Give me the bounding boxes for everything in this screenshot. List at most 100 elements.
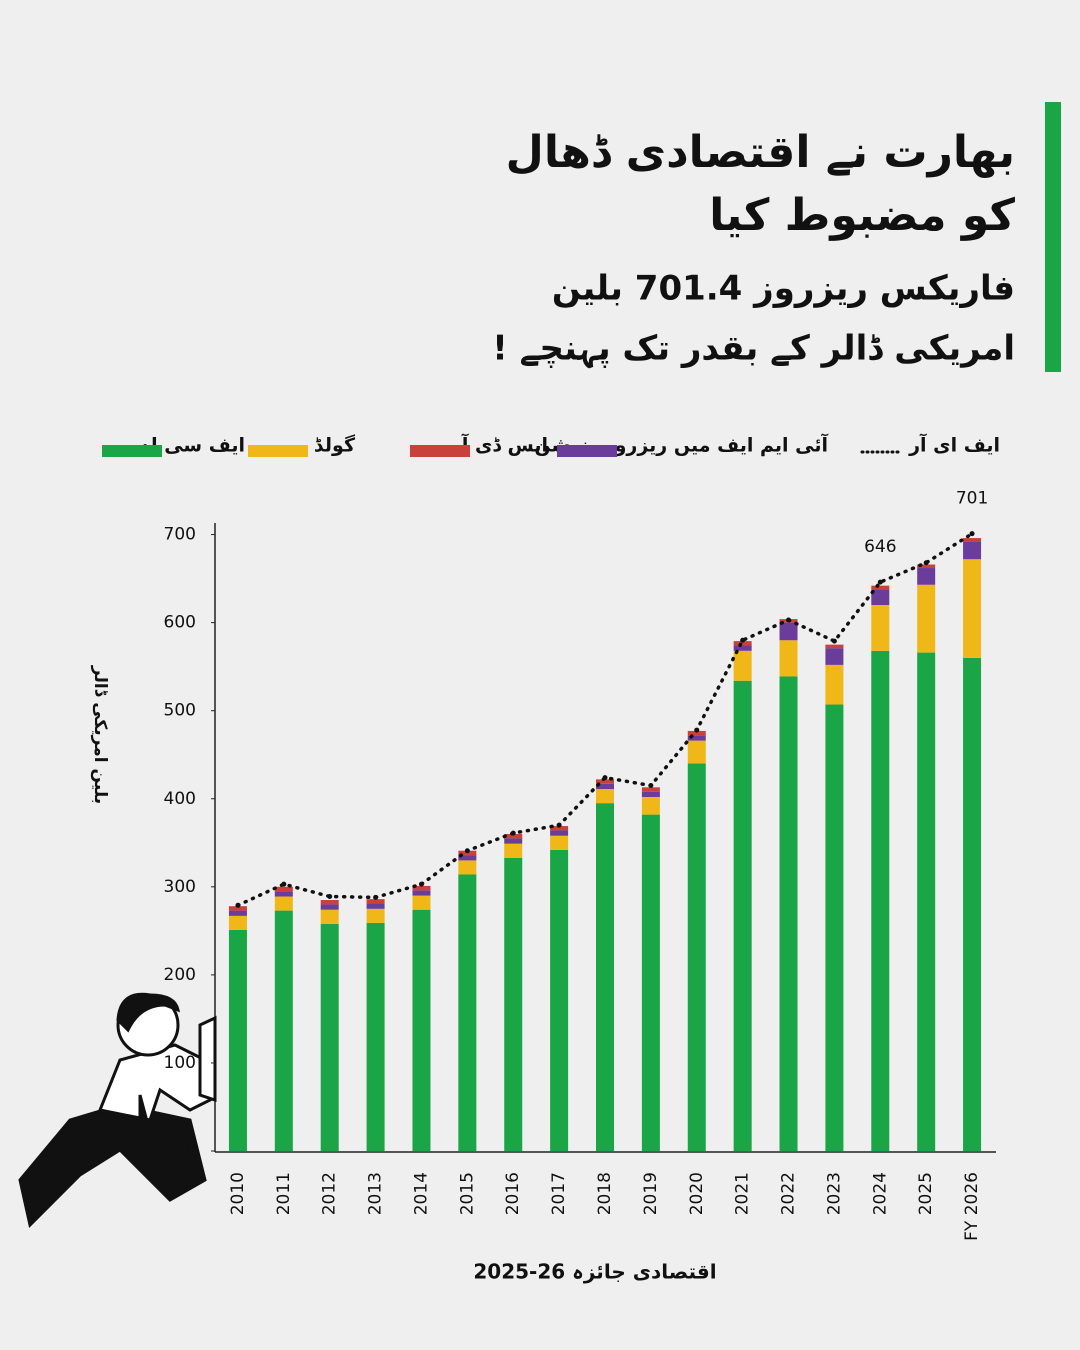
bar-segment bbox=[412, 909, 431, 1151]
y-tick-label: 300 bbox=[164, 877, 196, 897]
y-tick-label: 200 bbox=[164, 965, 196, 985]
total-point bbox=[556, 822, 562, 828]
x-tick-label: 2012 bbox=[320, 1172, 340, 1215]
bar-segment bbox=[825, 704, 844, 1151]
bar-segment bbox=[641, 787, 660, 792]
y-tick-label: 400 bbox=[164, 789, 196, 809]
accent-bar bbox=[1045, 102, 1061, 372]
source: اقتصادی جائزہ 26-2025 bbox=[473, 1260, 716, 1284]
bar-segment bbox=[825, 664, 844, 705]
bar-segment bbox=[917, 584, 936, 653]
x-tick-label: 2019 bbox=[641, 1172, 661, 1215]
total-point bbox=[648, 783, 654, 789]
bar-segment bbox=[596, 789, 614, 804]
bar-segment bbox=[504, 838, 523, 844]
bar-segment bbox=[963, 657, 982, 1151]
bar-segment bbox=[917, 568, 936, 585]
x-tick-label: 2011 bbox=[274, 1172, 294, 1215]
title-line: کو مضبوط کیا bbox=[709, 190, 1015, 241]
bar-segment bbox=[641, 796, 660, 815]
bar-segment bbox=[733, 680, 752, 1151]
total-point bbox=[373, 894, 379, 900]
bar-segment bbox=[320, 900, 339, 905]
title-line: بھارت نے اقتصادی ڈھال bbox=[506, 127, 1015, 178]
bar-segment bbox=[274, 896, 293, 911]
x-tick-label: 2021 bbox=[733, 1172, 753, 1215]
subtitle-line: امریکی ڈالر کے بقدر تک پہنچے ! bbox=[492, 329, 1015, 369]
bar-segment bbox=[228, 929, 247, 1151]
value-label: 646 bbox=[864, 537, 896, 557]
bar-segment bbox=[963, 559, 982, 658]
bar-segment bbox=[412, 895, 431, 910]
x-tick-label: 2023 bbox=[824, 1172, 844, 1215]
total-point bbox=[602, 775, 608, 781]
bar-segment bbox=[733, 645, 752, 651]
bar-segment bbox=[641, 814, 660, 1151]
bar-segment bbox=[963, 538, 982, 542]
x-tick-label: 2020 bbox=[687, 1172, 707, 1215]
bar-segment bbox=[596, 803, 614, 1151]
bar-segment bbox=[366, 908, 385, 923]
total-point bbox=[418, 881, 424, 887]
bar-segment bbox=[641, 791, 660, 797]
bar-segment bbox=[274, 891, 293, 897]
total-point bbox=[831, 638, 837, 644]
x-tick-label: 2022 bbox=[779, 1172, 799, 1215]
total-point bbox=[694, 727, 700, 733]
total-point bbox=[786, 617, 792, 623]
total-point bbox=[969, 531, 975, 537]
total-point bbox=[235, 902, 241, 908]
legend-label: ایف سی اے bbox=[139, 435, 245, 457]
bar-segment bbox=[687, 763, 706, 1151]
bar-segment bbox=[228, 910, 247, 916]
bar-segment bbox=[963, 541, 982, 560]
legend-label: ایف ای آر bbox=[908, 433, 1000, 457]
bar-segment bbox=[825, 648, 844, 665]
bar-segment bbox=[550, 830, 569, 836]
bar-segment bbox=[274, 886, 293, 892]
bar-segment bbox=[917, 564, 936, 569]
value-label: 701 bbox=[956, 489, 988, 509]
total-point bbox=[464, 848, 470, 854]
bar-segment bbox=[871, 589, 890, 606]
bar-segment bbox=[779, 622, 798, 641]
bar-segment bbox=[871, 650, 890, 1151]
bar-segment bbox=[687, 735, 706, 741]
bar-segment bbox=[871, 585, 890, 590]
bar-segment bbox=[917, 652, 936, 1151]
x-tick-label: 2017 bbox=[549, 1172, 569, 1215]
bar-segment bbox=[228, 915, 247, 930]
x-tick-label: 2025 bbox=[916, 1172, 936, 1215]
x-tick-label: 2016 bbox=[503, 1172, 523, 1215]
x-tick-label: 2015 bbox=[457, 1172, 477, 1215]
legend-swatch bbox=[410, 445, 470, 457]
x-tick-label: 2018 bbox=[595, 1172, 615, 1215]
y-tick-label: 100 bbox=[164, 1053, 196, 1073]
x-tick-label: 2013 bbox=[366, 1172, 386, 1215]
bar-segment bbox=[504, 857, 523, 1151]
bar-segment bbox=[366, 922, 385, 1151]
bar-segment bbox=[596, 779, 614, 784]
x-tick-label: FY 2026 bbox=[962, 1172, 982, 1241]
bar-segment bbox=[733, 641, 752, 646]
bar-segment bbox=[320, 909, 339, 924]
x-tick-label: 2014 bbox=[411, 1172, 431, 1215]
total-point bbox=[327, 894, 333, 900]
bar-segment bbox=[504, 843, 523, 858]
total-point bbox=[281, 881, 287, 887]
bar-segment bbox=[458, 874, 477, 1151]
bar-segment bbox=[596, 783, 614, 790]
total-point bbox=[510, 830, 516, 836]
bar-segment bbox=[458, 860, 477, 875]
bar-segment bbox=[825, 644, 844, 649]
x-tick-label: 2024 bbox=[870, 1172, 890, 1215]
bar-segment bbox=[320, 923, 339, 1151]
y-tick-label: 600 bbox=[164, 613, 196, 633]
bar-segment bbox=[366, 903, 385, 909]
bar-segment bbox=[733, 650, 752, 681]
bar-segment bbox=[550, 849, 569, 1151]
bar-segment bbox=[550, 826, 569, 831]
x-tick-label: 2010 bbox=[228, 1172, 248, 1215]
total-point bbox=[877, 579, 883, 585]
